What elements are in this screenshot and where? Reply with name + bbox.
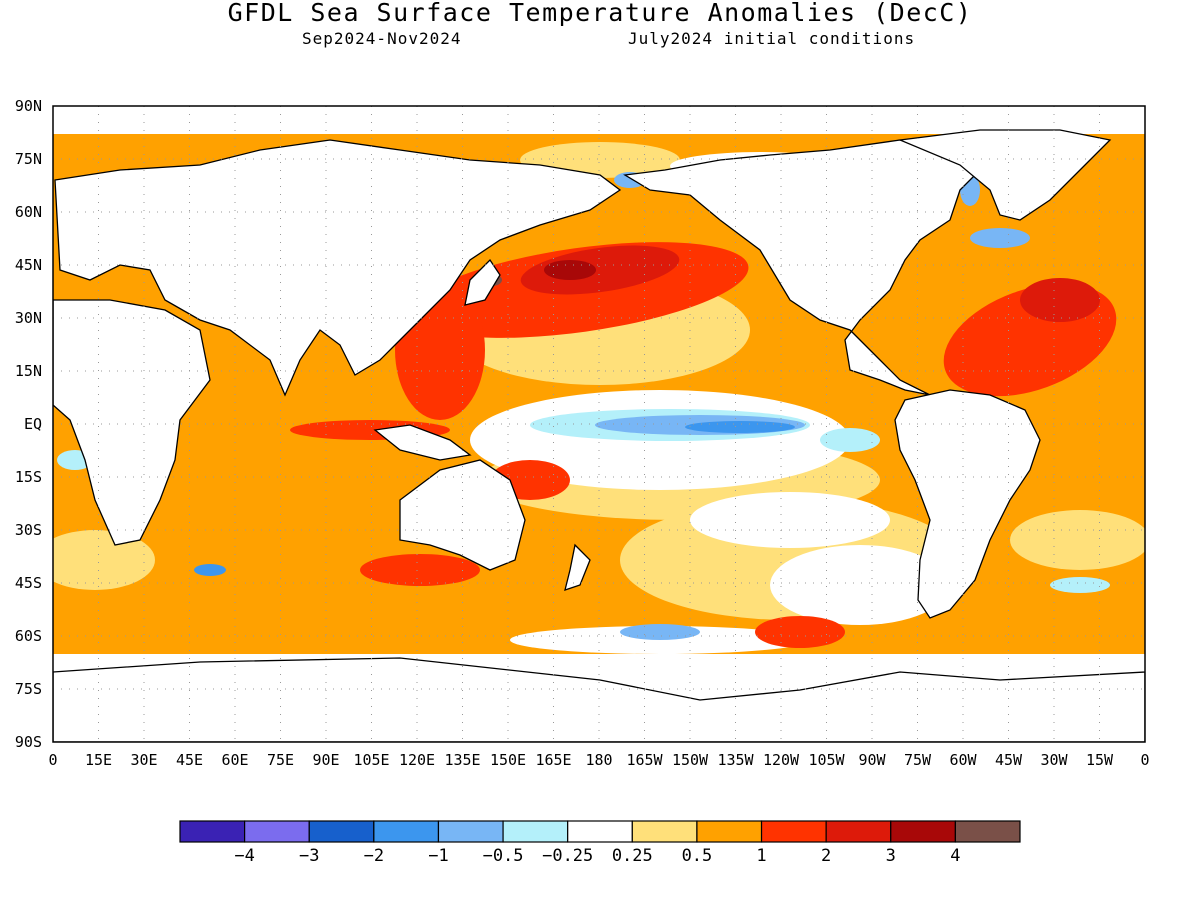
colorbar-tick-label: −0.5 — [482, 846, 524, 866]
initial-conditions: July2024 initial conditions — [628, 29, 916, 48]
colorbar-tick-label: 3 — [885, 846, 896, 866]
longitude-label: 15W — [1085, 751, 1114, 769]
longitude-label: 105W — [808, 751, 845, 769]
land-africa — [53, 299, 211, 546]
latitude-label: EQ — [23, 415, 42, 433]
anomaly-neutral-cold-tongue — [770, 545, 950, 625]
colorbar-swatch — [437, 820, 504, 843]
anomaly-coolest-eqpac — [685, 421, 795, 433]
land-greenland — [897, 129, 1112, 221]
map-title: GFDL Sea Surface Temperature Anomalies (… — [227, 0, 973, 27]
colorbar — [179, 820, 1021, 843]
latitude-label: 75N — [14, 150, 42, 168]
longitude-label: 0 — [1140, 751, 1150, 769]
colorbar-swatch — [890, 820, 956, 843]
longitude-label: 150E — [489, 751, 527, 769]
colorbar-swatch — [308, 820, 375, 843]
colorbar-swatch — [954, 820, 1021, 843]
colorbar-tick-label: 1 — [756, 846, 767, 866]
forecast-period: Sep2024-Nov2024 — [302, 29, 462, 48]
longitude-label: 60W — [949, 751, 977, 769]
latitude-label: 45S — [14, 574, 42, 592]
anomaly-light-satl — [53, 530, 155, 590]
land-north-america — [623, 139, 992, 396]
longitude-label: 120E — [398, 751, 436, 769]
colorbar-swatch — [502, 820, 569, 843]
anomaly-hot-south-aus — [360, 554, 480, 586]
colorbar-swatch — [373, 820, 440, 843]
map-frame — [52, 105, 1146, 743]
colorbar-swatch — [179, 820, 246, 843]
longitude-label: 75W — [903, 751, 932, 769]
longitude-label: 165E — [535, 751, 572, 769]
longitude-label: 60E — [221, 751, 249, 769]
anomaly-cool-southern — [620, 624, 700, 640]
colorbar-swatch — [567, 820, 633, 843]
latitude-label: 30S — [14, 521, 42, 539]
colorbar-swatch — [696, 820, 763, 843]
anomaly-light-satl-east — [1010, 510, 1145, 570]
anomaly-cool-south-indian — [194, 564, 226, 576]
land-new-zealand — [564, 543, 591, 591]
longitude-label: 135E — [444, 751, 481, 769]
longitude-label: 90E — [312, 751, 340, 769]
longitude-label: 45W — [994, 751, 1023, 769]
colorbar-tick-label: 4 — [950, 846, 961, 866]
longitude-label: 105E — [353, 751, 390, 769]
longitude-label: 180 — [585, 751, 613, 769]
longitude-label: 30E — [130, 751, 158, 769]
colorbar-swatch — [631, 820, 698, 843]
colorbar-swatch — [825, 820, 892, 843]
longitude-label: 75E — [266, 751, 295, 769]
anomaly-cool-labrador — [970, 228, 1030, 248]
latitude-label: 45N — [14, 256, 42, 274]
latitude-label: 30N — [14, 309, 42, 327]
longitude-label: 120W — [762, 751, 800, 769]
longitude-label: 135W — [717, 751, 754, 769]
colorbar-swatch — [244, 820, 310, 843]
anomaly-hottest-npac — [544, 260, 596, 280]
anomaly-hotter-natl — [1020, 278, 1100, 322]
latitude-label: 15S — [14, 468, 42, 486]
longitude-label: 0 — [48, 751, 58, 769]
longitude-label: 90W — [858, 751, 886, 769]
latitude-label: 60S — [14, 627, 42, 645]
longitude-label: 45E — [175, 751, 204, 769]
colorbar-tick-label: −1 — [428, 846, 449, 866]
anomaly-hotter-npac — [520, 245, 680, 295]
latitude-label: 90S — [14, 733, 42, 751]
colorbar-swatch — [760, 820, 827, 843]
colorbar-tick-label: 0.25 — [611, 846, 653, 866]
colorbar-tick-label: −4 — [234, 846, 255, 866]
land-indonesia — [373, 424, 472, 461]
longitude-label: 15E — [84, 751, 113, 769]
latitude-label: 15N — [14, 362, 42, 380]
land-antarctica — [53, 657, 1145, 742]
land-masks — [53, 129, 1145, 742]
longitude-label: 30W — [1040, 751, 1068, 769]
colorbar-tick-label: −0.25 — [542, 846, 594, 866]
latitude-label: 75S — [14, 680, 42, 698]
latitude-label: 60N — [14, 203, 42, 221]
land-japan — [464, 258, 501, 306]
longitude-label: 150W — [671, 751, 709, 769]
longitude-label: 165W — [626, 751, 663, 769]
colorbar-tick-label: 0.5 — [681, 846, 713, 866]
land-eurasia — [54, 139, 622, 397]
colorbar-tick-label: −2 — [363, 846, 385, 866]
colorbar-tick-label: 2 — [821, 846, 832, 866]
colorbar-tick-label: −3 — [298, 846, 320, 866]
anomaly-neutral-sepac — [690, 492, 890, 548]
latitude-label: 90N — [14, 97, 42, 115]
anomaly-cool-satl — [1050, 577, 1110, 593]
anomaly-cool-east-pac — [820, 428, 880, 452]
anomaly-hot-southern-pac — [755, 616, 845, 648]
